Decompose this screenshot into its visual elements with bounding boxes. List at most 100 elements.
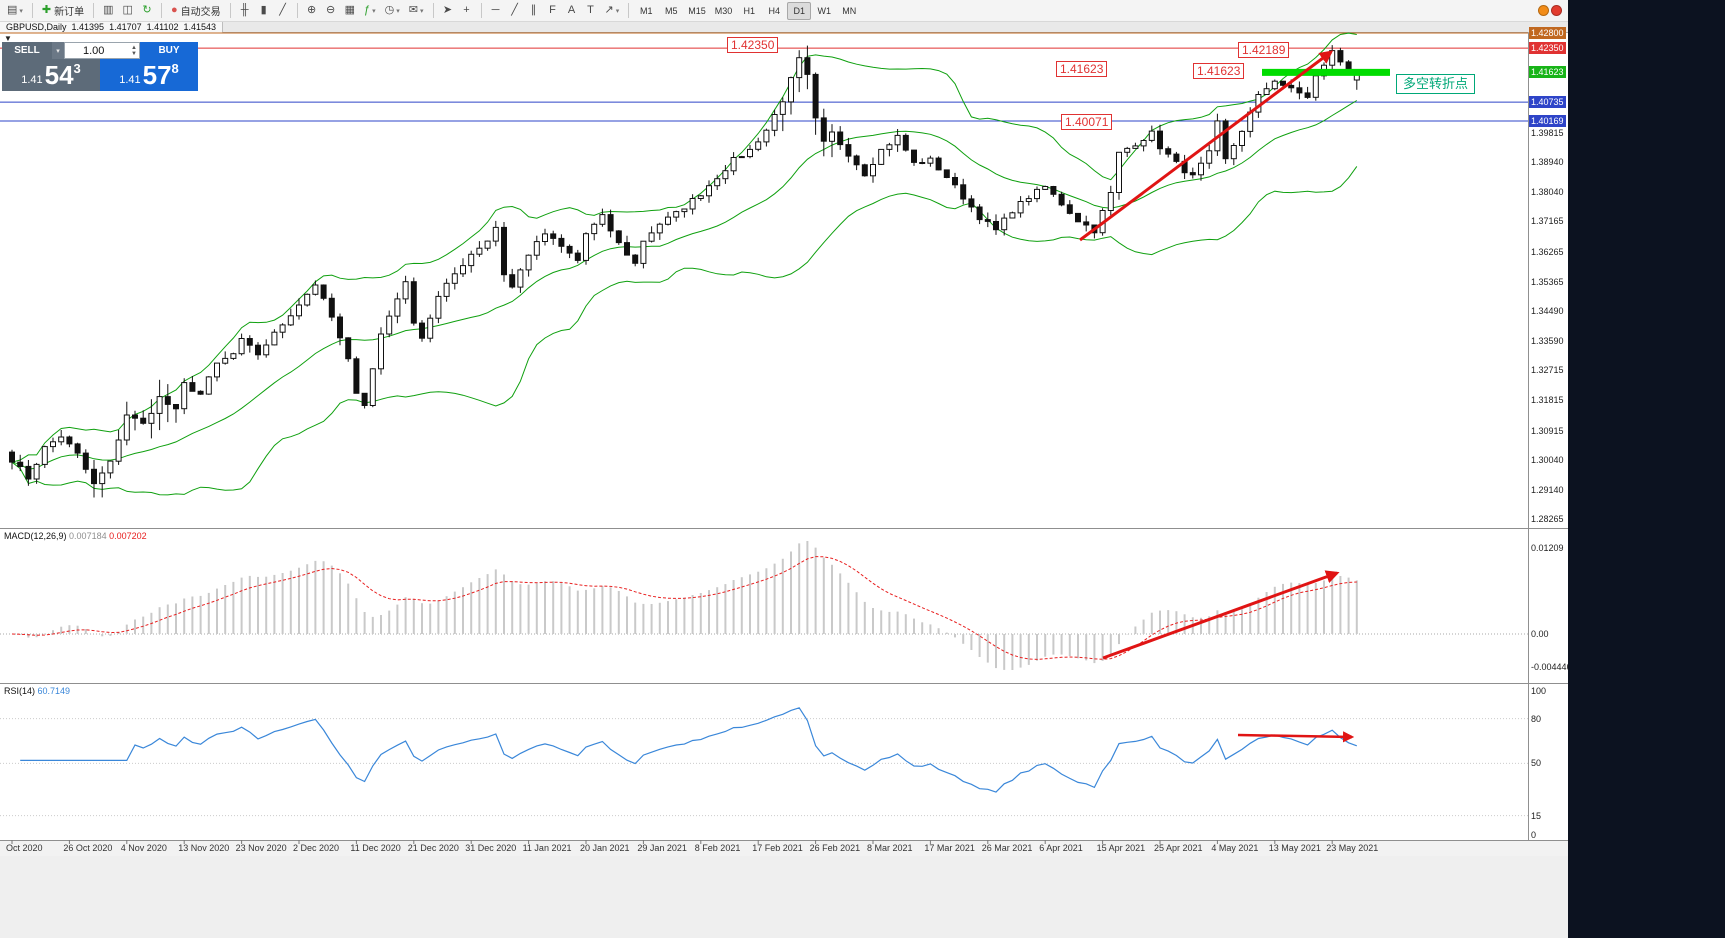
- cursor-button[interactable]: ➤: [439, 2, 457, 20]
- sell-price-sup: 3: [73, 61, 81, 76]
- new-order-label: 新订单: [54, 7, 85, 18]
- arrow-objects-icon: ↗: [604, 4, 614, 16]
- horizontal-line-button[interactable]: ─: [487, 2, 505, 20]
- timeframe-m1-button[interactable]: M1: [634, 2, 658, 20]
- trade-panel-collapse-icon[interactable]: ▼: [4, 34, 12, 43]
- alert-orange-icon[interactable]: [1538, 5, 1549, 16]
- macd-histogram[interactable]: [12, 541, 1358, 670]
- one-click-trading-panel: SELL ▾ 1.00 ▲ ▼ BUY 1.41 54 3 1.41 57 8: [2, 42, 198, 91]
- line-chart-icon: ╱: [279, 4, 286, 16]
- timeframe-w1-button[interactable]: W1: [812, 2, 836, 20]
- zoom-in-button[interactable]: ⊕: [303, 2, 321, 20]
- equidistant-channel-button[interactable]: ∥: [525, 2, 543, 20]
- new-order-icon: ✚: [41, 4, 52, 16]
- time-label: 6 Apr 2021: [1039, 843, 1083, 853]
- buy-button[interactable]: BUY: [140, 42, 198, 59]
- alert-red-icon[interactable]: [1551, 5, 1562, 16]
- buy-price-display[interactable]: 1.41 57 8: [100, 59, 198, 91]
- price-tag[interactable]: 1.41623: [1193, 63, 1245, 79]
- macd-label: MACD(12,26,9) 0.007184 0.007202: [4, 531, 147, 541]
- bar-chart-button[interactable]: ╫: [236, 2, 254, 20]
- time-label: 26 Oct 2020: [63, 843, 113, 853]
- new-chart-button[interactable]: ▤ ▾: [3, 2, 27, 20]
- macd-panel[interactable]: [0, 529, 1528, 683]
- time-label: 23 May 2021: [1326, 843, 1379, 853]
- macd-signal-value: 0.007202: [109, 531, 147, 541]
- open-charts-button[interactable]: ◫: [119, 2, 137, 20]
- volume-input[interactable]: 1.00 ▲ ▼: [64, 42, 140, 59]
- profiles-icon: ▥: [103, 4, 114, 16]
- time-label: 4 Nov 2020: [120, 843, 167, 853]
- trendline-button[interactable]: ╱: [506, 2, 524, 20]
- toolbar-separator: [229, 3, 231, 18]
- price-tag[interactable]: 1.42189: [1238, 42, 1290, 58]
- tile-windows-button[interactable]: ▦: [341, 2, 359, 20]
- note-textbox[interactable]: 多空转折点: [1396, 74, 1476, 94]
- toolbar-separator: [31, 3, 33, 18]
- crosshair-icon: +: [463, 4, 470, 16]
- ohlc-low: 1.41102: [146, 22, 179, 32]
- bollinger-upper[interactable]: [11, 32, 1357, 463]
- panel-separator-rsi[interactable]: [0, 683, 1568, 684]
- profiles-button[interactable]: ▥: [99, 2, 117, 20]
- bollinger-middle[interactable]: [11, 100, 1358, 470]
- timeframe-h1-button[interactable]: H1: [737, 2, 761, 20]
- crosshair-button[interactable]: +: [458, 2, 476, 20]
- line-chart-button[interactable]: ╱: [274, 2, 292, 20]
- candlestick-series[interactable]: [9, 45, 1360, 498]
- zoom-out-button[interactable]: ⊖: [322, 2, 340, 20]
- chart-tab-gbpusd[interactable]: GBPUSD,Daily 1.41395 1.41707 1.41102 1.4…: [0, 21, 224, 33]
- time-axis[interactable]: [0, 840, 1568, 856]
- periods-button[interactable]: ◷ ▾: [381, 2, 404, 20]
- volume-dropdown-icon[interactable]: ▾: [52, 42, 64, 59]
- trend-arrow-price[interactable]: [1079, 50, 1334, 242]
- toolbar-separator: [432, 3, 434, 18]
- ohlc-high: 1.41707: [109, 22, 142, 32]
- sell-price-display[interactable]: 1.41 54 3: [2, 59, 100, 91]
- volume-stepper[interactable]: ▲ ▼: [131, 44, 137, 57]
- price-chart-panel[interactable]: [0, 33, 1528, 528]
- price-scale-label: 1.33590: [1531, 336, 1564, 347]
- rsi-panel[interactable]: [0, 684, 1528, 840]
- main-toolbar: ▤ ▾ ✚ 新订单 ▥ ◫ ↻ ● 自动交易 ╫ ▮ ╱ ⊕ ⊖ ▦ ƒ ▾ ◷ ▾ ✉ ▾ ➤ + ─ ╱ ∥ F A T ↗ ▾ M1 M5…: [0, 0, 1568, 22]
- trend-arrow-rsi[interactable]: [1237, 731, 1355, 743]
- price-scale-axis[interactable]: [1528, 33, 1568, 840]
- timeframe-mn-button[interactable]: MN: [837, 2, 861, 20]
- price-scale-label: 1.34490: [1531, 305, 1564, 316]
- timeframe-m5-button[interactable]: M5: [659, 2, 683, 20]
- mt-terminal-window: ▤ ▾ ✚ 新订单 ▥ ◫ ↻ ● 自动交易 ╫ ▮ ╱ ⊕ ⊖ ▦ ƒ ▾ ◷ ▾ ✉ ▾ ➤ + ─ ╱ ∥ F A T ↗ ▾ M1 M5…: [0, 0, 1572, 938]
- templates-button[interactable]: ✉ ▾: [405, 2, 428, 20]
- candle-chart-button[interactable]: ▮: [255, 2, 273, 20]
- bollinger-lower[interactable]: [11, 166, 1358, 496]
- panel-separator-macd[interactable]: [0, 528, 1568, 529]
- price-tag[interactable]: 1.40071: [1061, 114, 1113, 130]
- autotrade-button[interactable]: ● 自动交易: [167, 2, 225, 20]
- label-button[interactable]: T: [582, 2, 600, 20]
- sell-button[interactable]: SELL: [2, 42, 52, 59]
- price-tag[interactable]: 1.42350: [727, 37, 779, 53]
- text-button[interactable]: A: [563, 2, 581, 20]
- indicators-button[interactable]: ƒ ▾: [360, 2, 380, 20]
- rsi-scale-label: 0: [1531, 830, 1537, 840]
- arrow-objects-button[interactable]: ↗ ▾: [601, 2, 624, 20]
- rsi-line[interactable]: [20, 707, 1358, 793]
- timeframe-h4-button[interactable]: H4: [762, 2, 786, 20]
- time-label: 8 Feb 2021: [694, 843, 741, 853]
- time-label: 29 Jan 2021: [637, 843, 687, 853]
- buy-price-sup: 8: [171, 61, 179, 76]
- templates-icon: ✉: [408, 4, 418, 16]
- refresh-button[interactable]: ↻: [138, 2, 156, 20]
- fibonacci-button[interactable]: F: [544, 2, 562, 20]
- timeframe-d1-button[interactable]: D1: [787, 1, 812, 20]
- timeframe-m15-button[interactable]: M15: [684, 2, 710, 20]
- timeframe-m30-button[interactable]: M30: [711, 2, 737, 20]
- time-label: 26 Feb 2021: [809, 843, 861, 853]
- horizontal-line-icon: ─: [491, 4, 500, 16]
- chart-canvas[interactable]: [0, 0, 1528, 856]
- price-scale-label: 1.30915: [1531, 425, 1564, 436]
- ohlc-open: 1.41395: [71, 22, 105, 32]
- trend-arrow-macd[interactable]: [1102, 570, 1340, 660]
- new-order-button[interactable]: ✚ 新订单: [38, 2, 88, 20]
- price-tag[interactable]: 1.41623: [1056, 61, 1108, 77]
- time-label: 21 Dec 2020: [407, 843, 459, 853]
